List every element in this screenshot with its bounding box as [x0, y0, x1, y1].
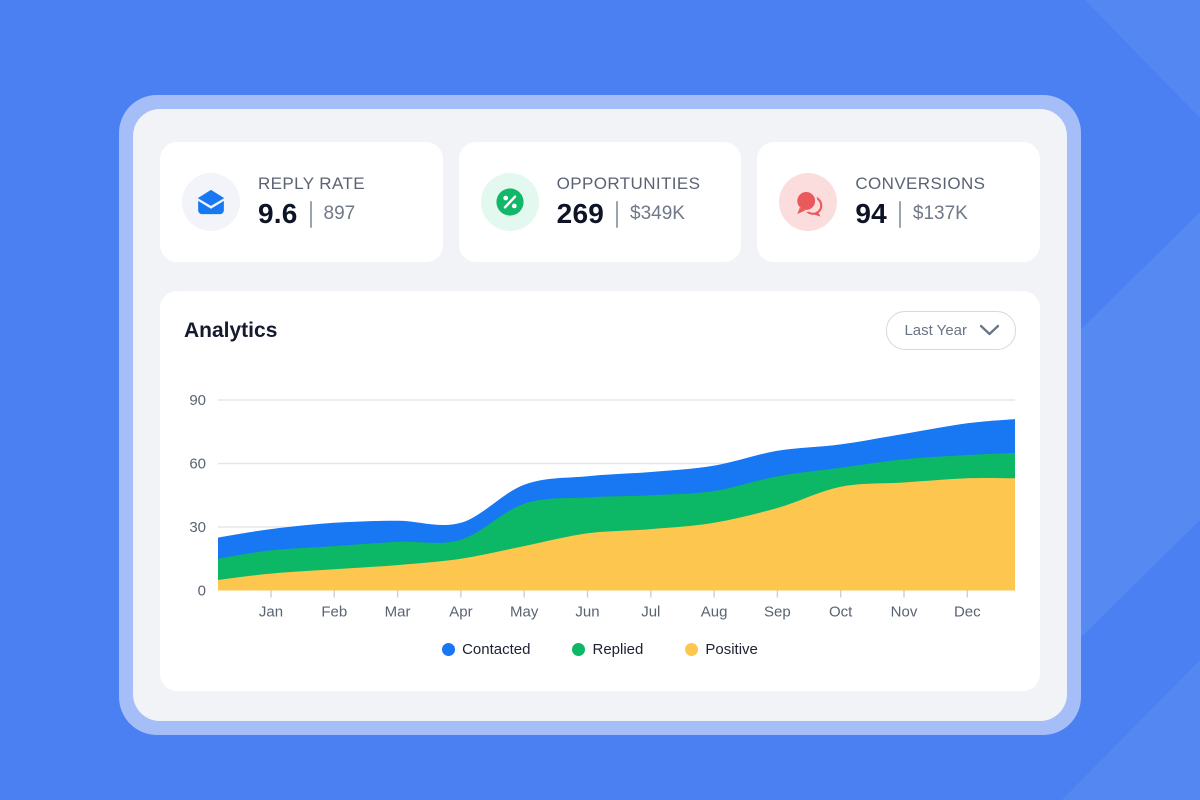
chart-legend: Contacted Replied Positive	[184, 641, 1016, 658]
stat-divider	[616, 200, 618, 228]
legend-label: Contacted	[462, 641, 531, 658]
stat-value: 269	[556, 198, 604, 229]
stat-label: CONVERSIONS	[855, 174, 986, 193]
x-axis-label: Oct	[829, 604, 853, 621]
stacked-area-chart: 0 30 60 90 Jan Feb Mar Apr May Jun Jul Aug Sep Oct Nov…	[184, 390, 1016, 628]
x-axis-label: Apr	[449, 604, 472, 621]
x-axis-label: Feb	[321, 604, 347, 621]
analytics-header: Analytics Last Year	[184, 311, 1016, 350]
legend-item-replied[interactable]: Replied	[572, 641, 643, 658]
chart-svg: 0 30 60 90 Jan Feb Mar Apr May Jun Jul Aug Sep Oct Nov…	[189, 392, 1015, 621]
stat-divider	[898, 200, 901, 228]
stat-value: 9.6	[258, 198, 298, 229]
stat-secondary: $349K	[630, 203, 685, 224]
legend-item-contacted[interactable]: Contacted	[442, 641, 530, 658]
y-axis-label: 0	[198, 583, 206, 600]
stat-card-conversions: CONVERSIONS 94 $137K	[757, 142, 1041, 262]
x-axis-label: Jan	[259, 604, 283, 621]
legend-item-positive[interactable]: Positive	[685, 641, 758, 658]
percent-icon	[480, 173, 539, 231]
x-axis-label: Jun	[575, 604, 599, 621]
x-axis-label: May	[510, 604, 539, 621]
stat-secondary: $137K	[912, 203, 968, 224]
stat-divider	[309, 200, 312, 228]
dashboard-panel: REPLY RATE 9.6 897 OPPORTUNITIES	[133, 109, 1067, 721]
x-axis-label: Nov	[891, 604, 918, 621]
x-axis-label: Dec	[954, 604, 981, 621]
stat-value: 94	[855, 198, 887, 229]
stat-card-opportunities: OPPORTUNITIES 269 $349K	[458, 142, 742, 262]
y-axis-label: 60	[189, 456, 206, 473]
x-axis-label: Jul	[641, 604, 660, 621]
legend-dot	[685, 643, 699, 656]
analytics-card: Analytics Last Year 0 30 60 90 Jan Feb Mar Apr M…	[160, 291, 1040, 691]
area-positive	[218, 477, 1015, 591]
legend-dot	[442, 643, 456, 656]
envelope-icon	[182, 173, 240, 231]
chevron-down-icon	[979, 324, 1000, 337]
stat-secondary: 897	[323, 203, 356, 224]
y-axis-label: 90	[189, 392, 206, 409]
x-axis-label: Sep	[764, 604, 791, 621]
analytics-title: Analytics	[184, 318, 278, 342]
legend-label: Replied	[592, 641, 644, 658]
stat-label: OPPORTUNITIES	[556, 174, 701, 193]
legend-label: Positive	[705, 641, 758, 658]
time-range-dropdown[interactable]: Last Year	[886, 311, 1016, 350]
y-axis-label: 30	[189, 519, 206, 536]
x-axis-label: Mar	[385, 604, 411, 621]
x-axis-label: Aug	[701, 604, 728, 621]
chat-icon	[779, 173, 838, 231]
stat-card-reply-rate: REPLY RATE 9.6 897	[160, 142, 443, 262]
stats-row: REPLY RATE 9.6 897 OPPORTUNITIES	[160, 142, 1041, 262]
legend-dot	[572, 643, 586, 656]
time-range-value: Last Year	[904, 322, 967, 339]
stat-label: REPLY RATE	[258, 174, 365, 193]
